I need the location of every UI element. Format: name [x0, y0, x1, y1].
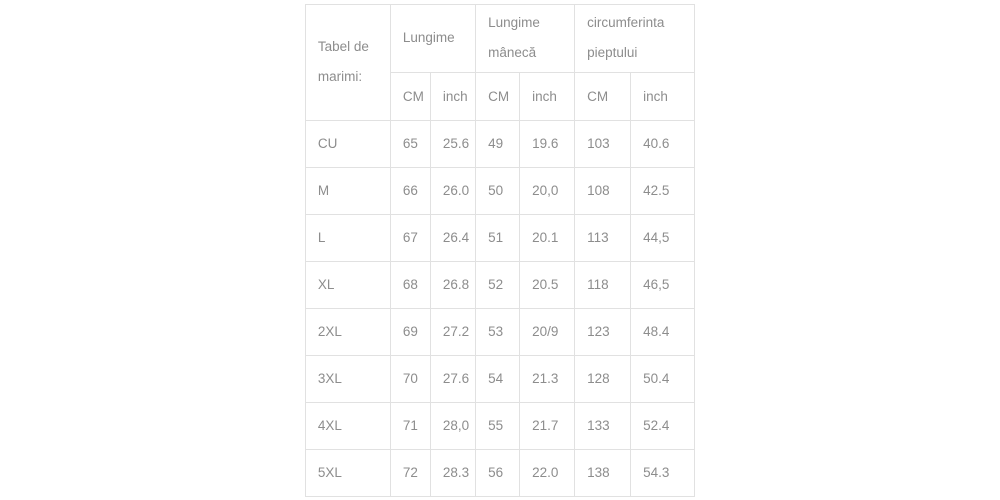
unit-header-lungime-inch: inch: [429, 71, 477, 121]
value-cell: 42.5: [630, 166, 696, 215]
value-cell: 70: [389, 354, 431, 403]
header-unit-row: CM inch CM inch CM inch: [305, 71, 696, 121]
value-cell: 50.4: [630, 354, 696, 403]
size-label-cell: 5XL: [304, 448, 391, 497]
value-cell: 67: [389, 213, 431, 262]
value-cell: 44,5: [630, 213, 696, 262]
value-cell: 138: [574, 448, 632, 497]
value-cell: 49: [475, 119, 521, 168]
value-cell: 26.0: [429, 166, 477, 215]
unit-header-maneca-cm: CM: [475, 71, 521, 121]
unit-header-maneca-inch: inch: [519, 71, 576, 121]
value-cell: 66: [389, 166, 431, 215]
value-cell: 103: [574, 119, 632, 168]
value-cell: 40.6: [630, 119, 696, 168]
unit-header-piept-cm: CM: [574, 71, 632, 121]
value-cell: 123: [574, 307, 632, 356]
unit-header-piept-inch: inch: [630, 71, 696, 121]
value-cell: 21.7: [519, 401, 576, 450]
value-cell: 65: [389, 119, 431, 168]
value-cell: 22.0: [519, 448, 576, 497]
value-cell: 108: [574, 166, 632, 215]
table-title-cell: Tabel de marimi:: [304, 3, 391, 121]
value-cell: 133: [574, 401, 632, 450]
table-row: 2XL 69 27.2 53 20/9 123 48.4: [304, 307, 696, 356]
value-cell: 28,0: [429, 401, 477, 450]
value-cell: 68: [389, 260, 431, 309]
column-group-circumferinta-pieptului: circumferinta pieptului: [574, 3, 696, 73]
size-label-cell: M: [304, 166, 391, 215]
value-cell: 71: [389, 401, 431, 450]
value-cell: 20/9: [519, 307, 576, 356]
value-cell: 19.6: [519, 119, 576, 168]
value-cell: 50: [475, 166, 521, 215]
table-row: L 67 26.4 51 20.1 113 44,5: [304, 213, 696, 262]
value-cell: 72: [389, 448, 431, 497]
value-cell: 21.3: [519, 354, 576, 403]
value-cell: 53: [475, 307, 521, 356]
table-row: 5XL 72 28.3 56 22.0 138 54.3: [304, 448, 696, 497]
table-row: 4XL 71 28,0 55 21.7 133 52.4: [304, 401, 696, 450]
value-cell: 20.1: [519, 213, 576, 262]
value-cell: 69: [389, 307, 431, 356]
column-group-lungime-maneca: Lungime mânecă: [475, 3, 576, 73]
value-cell: 25.6: [429, 119, 477, 168]
size-label-cell: CU: [304, 119, 391, 168]
value-cell: 46,5: [630, 260, 696, 309]
value-cell: 54: [475, 354, 521, 403]
size-chart-table: Tabel de marimi: Lungime Lungime mânecă …: [304, 3, 696, 497]
value-cell: 27.6: [429, 354, 477, 403]
value-cell: 55: [475, 401, 521, 450]
size-label-cell: XL: [304, 260, 391, 309]
unit-header-lungime-cm: CM: [389, 71, 431, 121]
table-row: M 66 26.0 50 20,0 108 42.5: [304, 166, 696, 215]
value-cell: 48.4: [630, 307, 696, 356]
table-row: CU 65 25.6 49 19.6 103 40.6: [304, 119, 696, 168]
value-cell: 26.8: [429, 260, 477, 309]
value-cell: 27.2: [429, 307, 477, 356]
table-row: XL 68 26.8 52 20.5 118 46,5: [304, 260, 696, 309]
table-row: 3XL 70 27.6 54 21.3 128 50.4: [304, 354, 696, 403]
value-cell: 52.4: [630, 401, 696, 450]
size-label-cell: 4XL: [304, 401, 391, 450]
size-label-cell: L: [304, 213, 391, 262]
value-cell: 56: [475, 448, 521, 497]
value-cell: 20.5: [519, 260, 576, 309]
size-label-cell: 2XL: [304, 307, 391, 356]
column-group-lungime: Lungime: [389, 3, 477, 73]
value-cell: 51: [475, 213, 521, 262]
value-cell: 113: [574, 213, 632, 262]
size-label-cell: 3XL: [304, 354, 391, 403]
header-group-row: Tabel de marimi: Lungime Lungime mânecă …: [304, 3, 696, 121]
value-cell: 128: [574, 354, 632, 403]
value-cell: 118: [574, 260, 632, 309]
value-cell: 28.3: [429, 448, 477, 497]
value-cell: 26.4: [429, 213, 477, 262]
value-cell: 54.3: [630, 448, 696, 497]
value-cell: 20,0: [519, 166, 576, 215]
value-cell: 52: [475, 260, 521, 309]
